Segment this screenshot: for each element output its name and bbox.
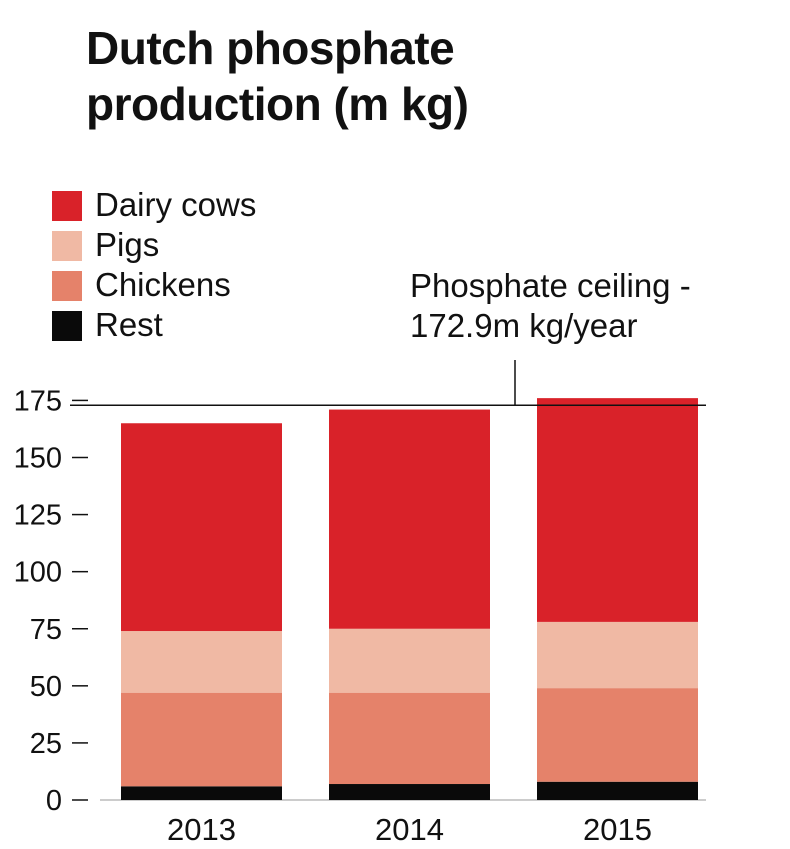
chart-title: Dutch phosphate production (m kg) [86, 22, 469, 130]
legend-label-dairy-cows: Dairy cows [95, 186, 257, 223]
y-tick-label-125: 125 [14, 500, 62, 532]
bar-rest-2015 [537, 781, 698, 800]
legend-label-rest: Rest [95, 306, 163, 343]
x-tick-label-2014: 2014 [375, 812, 444, 847]
legend-swatch-pigs [52, 231, 82, 261]
bar-pigs-2013 [121, 631, 282, 693]
legend-item-pigs: Pigs [52, 226, 312, 263]
y-tick-label-175: 175 [14, 385, 62, 417]
x-tick-label-2015: 2015 [583, 812, 652, 847]
y-tick-label-75: 75 [30, 614, 62, 646]
ceiling-annotation-line1: Phosphate ceiling - [410, 267, 691, 304]
legend-item-rest: Rest [52, 306, 312, 343]
legend-label-chickens: Chickens [95, 266, 231, 303]
bar-dairy-cows-2015 [537, 398, 698, 622]
ceiling-annotation: Phosphate ceiling - 172.9m kg/year [410, 266, 691, 346]
ceiling-annotation-line2: 172.9m kg/year [410, 307, 638, 344]
legend-swatch-chickens [52, 271, 82, 301]
y-tick-label-150: 150 [14, 443, 62, 475]
x-tick-label-2013: 2013 [167, 812, 236, 847]
legend-item-dairy-cows: Dairy cows [52, 186, 312, 223]
bar-chickens-2013 [121, 692, 282, 787]
bar-rest-2013 [121, 786, 282, 800]
y-tick-label-100: 100 [14, 557, 62, 589]
legend-item-chickens: Chickens [52, 266, 312, 303]
legend-label-pigs: Pigs [95, 226, 160, 263]
legend-swatch-dairy-cows [52, 191, 82, 221]
bar-pigs-2015 [537, 621, 698, 689]
bar-pigs-2014 [329, 628, 490, 693]
y-tick-label-25: 25 [30, 728, 62, 760]
legend-swatch-rest [52, 311, 82, 341]
bar-chickens-2015 [537, 688, 698, 782]
bar-chickens-2014 [329, 692, 490, 785]
y-tick-label-0: 0 [46, 785, 62, 817]
y-tick-label-50: 50 [30, 671, 62, 703]
bar-dairy-cows-2013 [121, 423, 282, 632]
bar-rest-2014 [329, 784, 490, 800]
bar-dairy-cows-2014 [329, 409, 490, 629]
